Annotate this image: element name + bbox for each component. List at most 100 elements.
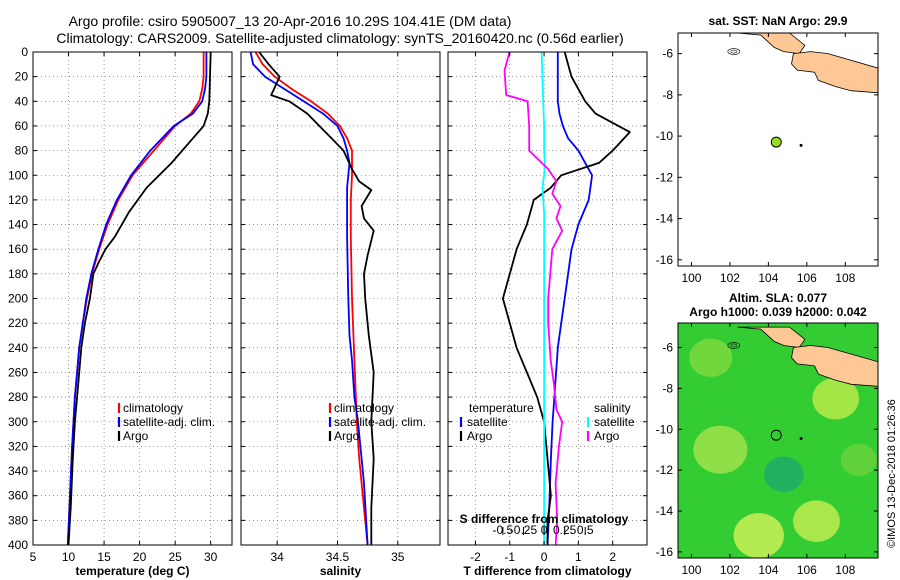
legend-header-salinity: salinity <box>594 401 631 415</box>
y-tick-label: 140 <box>8 218 28 232</box>
x-tick-label: 100 <box>681 271 701 285</box>
x-tick-label: 0 <box>541 550 548 564</box>
y-tick-label: -6 <box>662 47 673 61</box>
sla-anomaly-patch <box>763 456 804 492</box>
y-tick-label: -12 <box>656 463 674 477</box>
x-axis-label: T difference from climatology <box>463 564 631 578</box>
y-tick-label: 240 <box>8 341 28 355</box>
y-tick-label: 400 <box>8 538 28 552</box>
x2-tick-label: -0.5 <box>493 523 514 537</box>
y-tick-label: 120 <box>8 193 28 207</box>
sst-map-title: sat. SST: NaN Argo: 29.9 <box>709 14 848 28</box>
series-line-temperature-argo <box>501 51 631 545</box>
y-tick-label: 200 <box>8 292 28 306</box>
x-tick-label: 34.5 <box>326 550 350 564</box>
salinity-panel: 34 34.5 35 salinity climatologysatellite-adj… <box>240 51 441 578</box>
sla-anomaly-patch <box>693 425 748 474</box>
land-java <box>791 345 879 387</box>
land-java <box>791 51 879 94</box>
series-line-satellite-adj-clim- <box>66 52 208 546</box>
depth-contour <box>727 48 741 55</box>
temperature-panel: 5 10 15 20 25 3002040608010012014016018020022… <box>8 45 233 578</box>
series-line-argo <box>258 51 375 545</box>
x-tick-label: 1 <box>575 550 582 564</box>
map-frame <box>677 32 879 267</box>
x-axis-label: temperature (deg C) <box>75 564 189 578</box>
x-tick-label: 5 <box>30 550 37 564</box>
x-tick-label: 35 <box>391 550 405 564</box>
title-line-1: Argo profile: csiro 5905007_13 20-Apr-20… <box>69 13 512 29</box>
map-frame <box>677 322 879 559</box>
axes-frame <box>32 51 233 546</box>
legend-label: climatology <box>334 401 394 415</box>
depth-contour <box>730 343 738 348</box>
x-tick-label: 106 <box>797 563 817 577</box>
y-tick-label: 340 <box>8 464 28 478</box>
legend-label: Argo <box>467 429 493 443</box>
legend-header-temperature: temperature <box>469 401 534 415</box>
y-tick-label: -16 <box>656 545 674 559</box>
x-tick-label: 104 <box>758 271 778 285</box>
x-tick-label: 10 <box>62 550 76 564</box>
sla-anomaly-patch <box>689 338 733 377</box>
sst-map-panel: sat. SST: NaN Argo: 29.9 100 102 104 106 108 -… <box>656 14 879 285</box>
grid <box>32 51 232 546</box>
x-tick-label: 106 <box>797 271 817 285</box>
y-tick-label: 160 <box>8 242 28 256</box>
x-tick-label: 20 <box>133 550 147 564</box>
argo-position-marker <box>770 429 782 441</box>
legend-label: Argo <box>334 429 360 443</box>
argo-position-marker <box>770 136 782 148</box>
difference-panel: -2 -1 0 1 2 -0.5-0.25 0 0.25 0.5S difference fro… <box>447 51 648 578</box>
x2-tick-label: -0.25 <box>510 523 538 537</box>
y-tick-label: -12 <box>656 170 674 184</box>
x2-tick-label: 0.5 <box>577 523 594 537</box>
y-tick-label: 320 <box>8 439 28 453</box>
x-tick-label: 25 <box>168 550 182 564</box>
sla-anomaly-patch <box>812 377 860 420</box>
y-tick-label: 0 <box>21 45 28 59</box>
legend-label: satellite <box>594 415 635 429</box>
y-tick-label: -8 <box>662 381 673 395</box>
imos-watermark: ©IMOS 13-Dec-2018 01:26:36 <box>886 399 898 548</box>
series-line-temperature-satellite <box>546 52 593 546</box>
y-tick-label: 60 <box>15 119 29 133</box>
y-tick-label: 100 <box>8 168 28 182</box>
sla-anomaly-patch <box>733 513 784 558</box>
x2-tick-label: 0 <box>541 523 548 537</box>
y-tick-label: 380 <box>8 513 28 527</box>
x-tick-label: 34 <box>271 550 285 564</box>
legend-label: Argo <box>594 429 620 443</box>
sla-map-subtitle: Argo h1000: 0.039 h2000: 0.042 <box>689 305 867 319</box>
christmas-island-marker <box>799 143 803 147</box>
y-tick-label: 360 <box>8 489 28 503</box>
sla-anomaly-patch <box>840 443 877 476</box>
series-line-climatology <box>254 51 369 546</box>
series-line-argo <box>67 51 212 546</box>
x-tick-label: 108 <box>835 271 855 285</box>
sla-map-title: Altim. SLA: 0.077 <box>729 291 827 305</box>
x-tick-label: 2 <box>609 550 616 564</box>
y-tick-label: 280 <box>8 390 28 404</box>
y-tick-label: 180 <box>8 267 28 281</box>
x-tick-label: 30 <box>204 550 218 564</box>
land-sumatra <box>737 32 806 55</box>
x-tick-label: 102 <box>720 563 740 577</box>
christmas-island-marker <box>799 436 803 440</box>
x-tick-label: -2 <box>470 550 481 564</box>
land-sumatra <box>737 326 806 348</box>
y-tick-label: -6 <box>662 341 673 355</box>
depth-contour <box>730 49 738 54</box>
y-tick-label: -10 <box>656 129 674 143</box>
x-tick-label: 104 <box>758 563 778 577</box>
legend-label: satellite <box>467 415 508 429</box>
series-line-salinity-argo <box>503 51 564 546</box>
y-tick-label: 20 <box>15 70 29 84</box>
sla-anomaly-patch <box>793 500 840 543</box>
x2-tick-label: 0.25 <box>553 523 577 537</box>
x-tick-label: 102 <box>720 271 740 285</box>
x-tick-label: 108 <box>835 563 855 577</box>
y-tick-label: 80 <box>15 144 29 158</box>
